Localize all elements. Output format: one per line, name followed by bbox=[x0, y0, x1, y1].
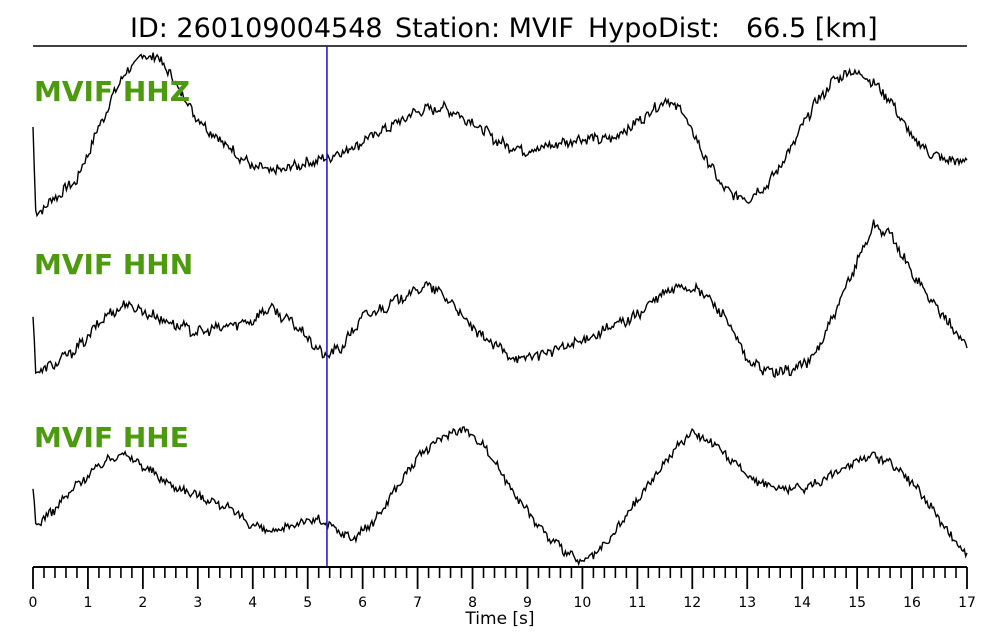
chart-title: ID: 260109004548 Station: MVIF HypoDist:… bbox=[130, 13, 878, 44]
x-tick-label: 17 bbox=[958, 595, 976, 611]
station-name: Station: MVIF bbox=[395, 13, 574, 44]
x-tick-label: 1 bbox=[83, 595, 92, 611]
x-tick-label: 9 bbox=[523, 595, 532, 611]
x-tick-label: 8 bbox=[468, 595, 477, 611]
x-tick-label: 13 bbox=[738, 595, 756, 611]
x-tick-label: 6 bbox=[358, 595, 367, 611]
hypodist-value: 66.5 [km] bbox=[746, 13, 878, 44]
channel-label-2: MVIF HHN bbox=[34, 248, 193, 281]
channel-label-3: MVIF HHE bbox=[34, 421, 189, 454]
x-tick-label: 10 bbox=[573, 595, 591, 611]
x-tick-label: 12 bbox=[683, 595, 701, 611]
event-id: ID: 260109004548 bbox=[130, 13, 383, 44]
traces-layer bbox=[32, 52, 968, 567]
hypodist-label: HypoDist: bbox=[588, 13, 720, 44]
trace-line-2 bbox=[32, 219, 968, 379]
trace-line-3 bbox=[32, 426, 968, 567]
channel-labels: MVIF HHZ MVIF HHN MVIF HHE bbox=[34, 75, 193, 454]
x-tick-label: 0 bbox=[29, 595, 38, 611]
trace-line-1 bbox=[32, 52, 968, 218]
x-tick-label: 5 bbox=[303, 595, 312, 611]
x-tick-label: 11 bbox=[628, 595, 646, 611]
x-tick-label: 15 bbox=[848, 595, 866, 611]
x-tick-label: 7 bbox=[413, 595, 422, 611]
x-tick-label: 2 bbox=[138, 595, 147, 611]
x-axis-title: Time [s] bbox=[464, 609, 534, 629]
x-tick-label: 4 bbox=[248, 595, 257, 611]
x-tick-label: 16 bbox=[903, 595, 921, 611]
x-tick-label: 14 bbox=[793, 595, 811, 611]
x-tick-label: 3 bbox=[193, 595, 202, 611]
channel-label-1: MVIF HHZ bbox=[34, 75, 190, 108]
